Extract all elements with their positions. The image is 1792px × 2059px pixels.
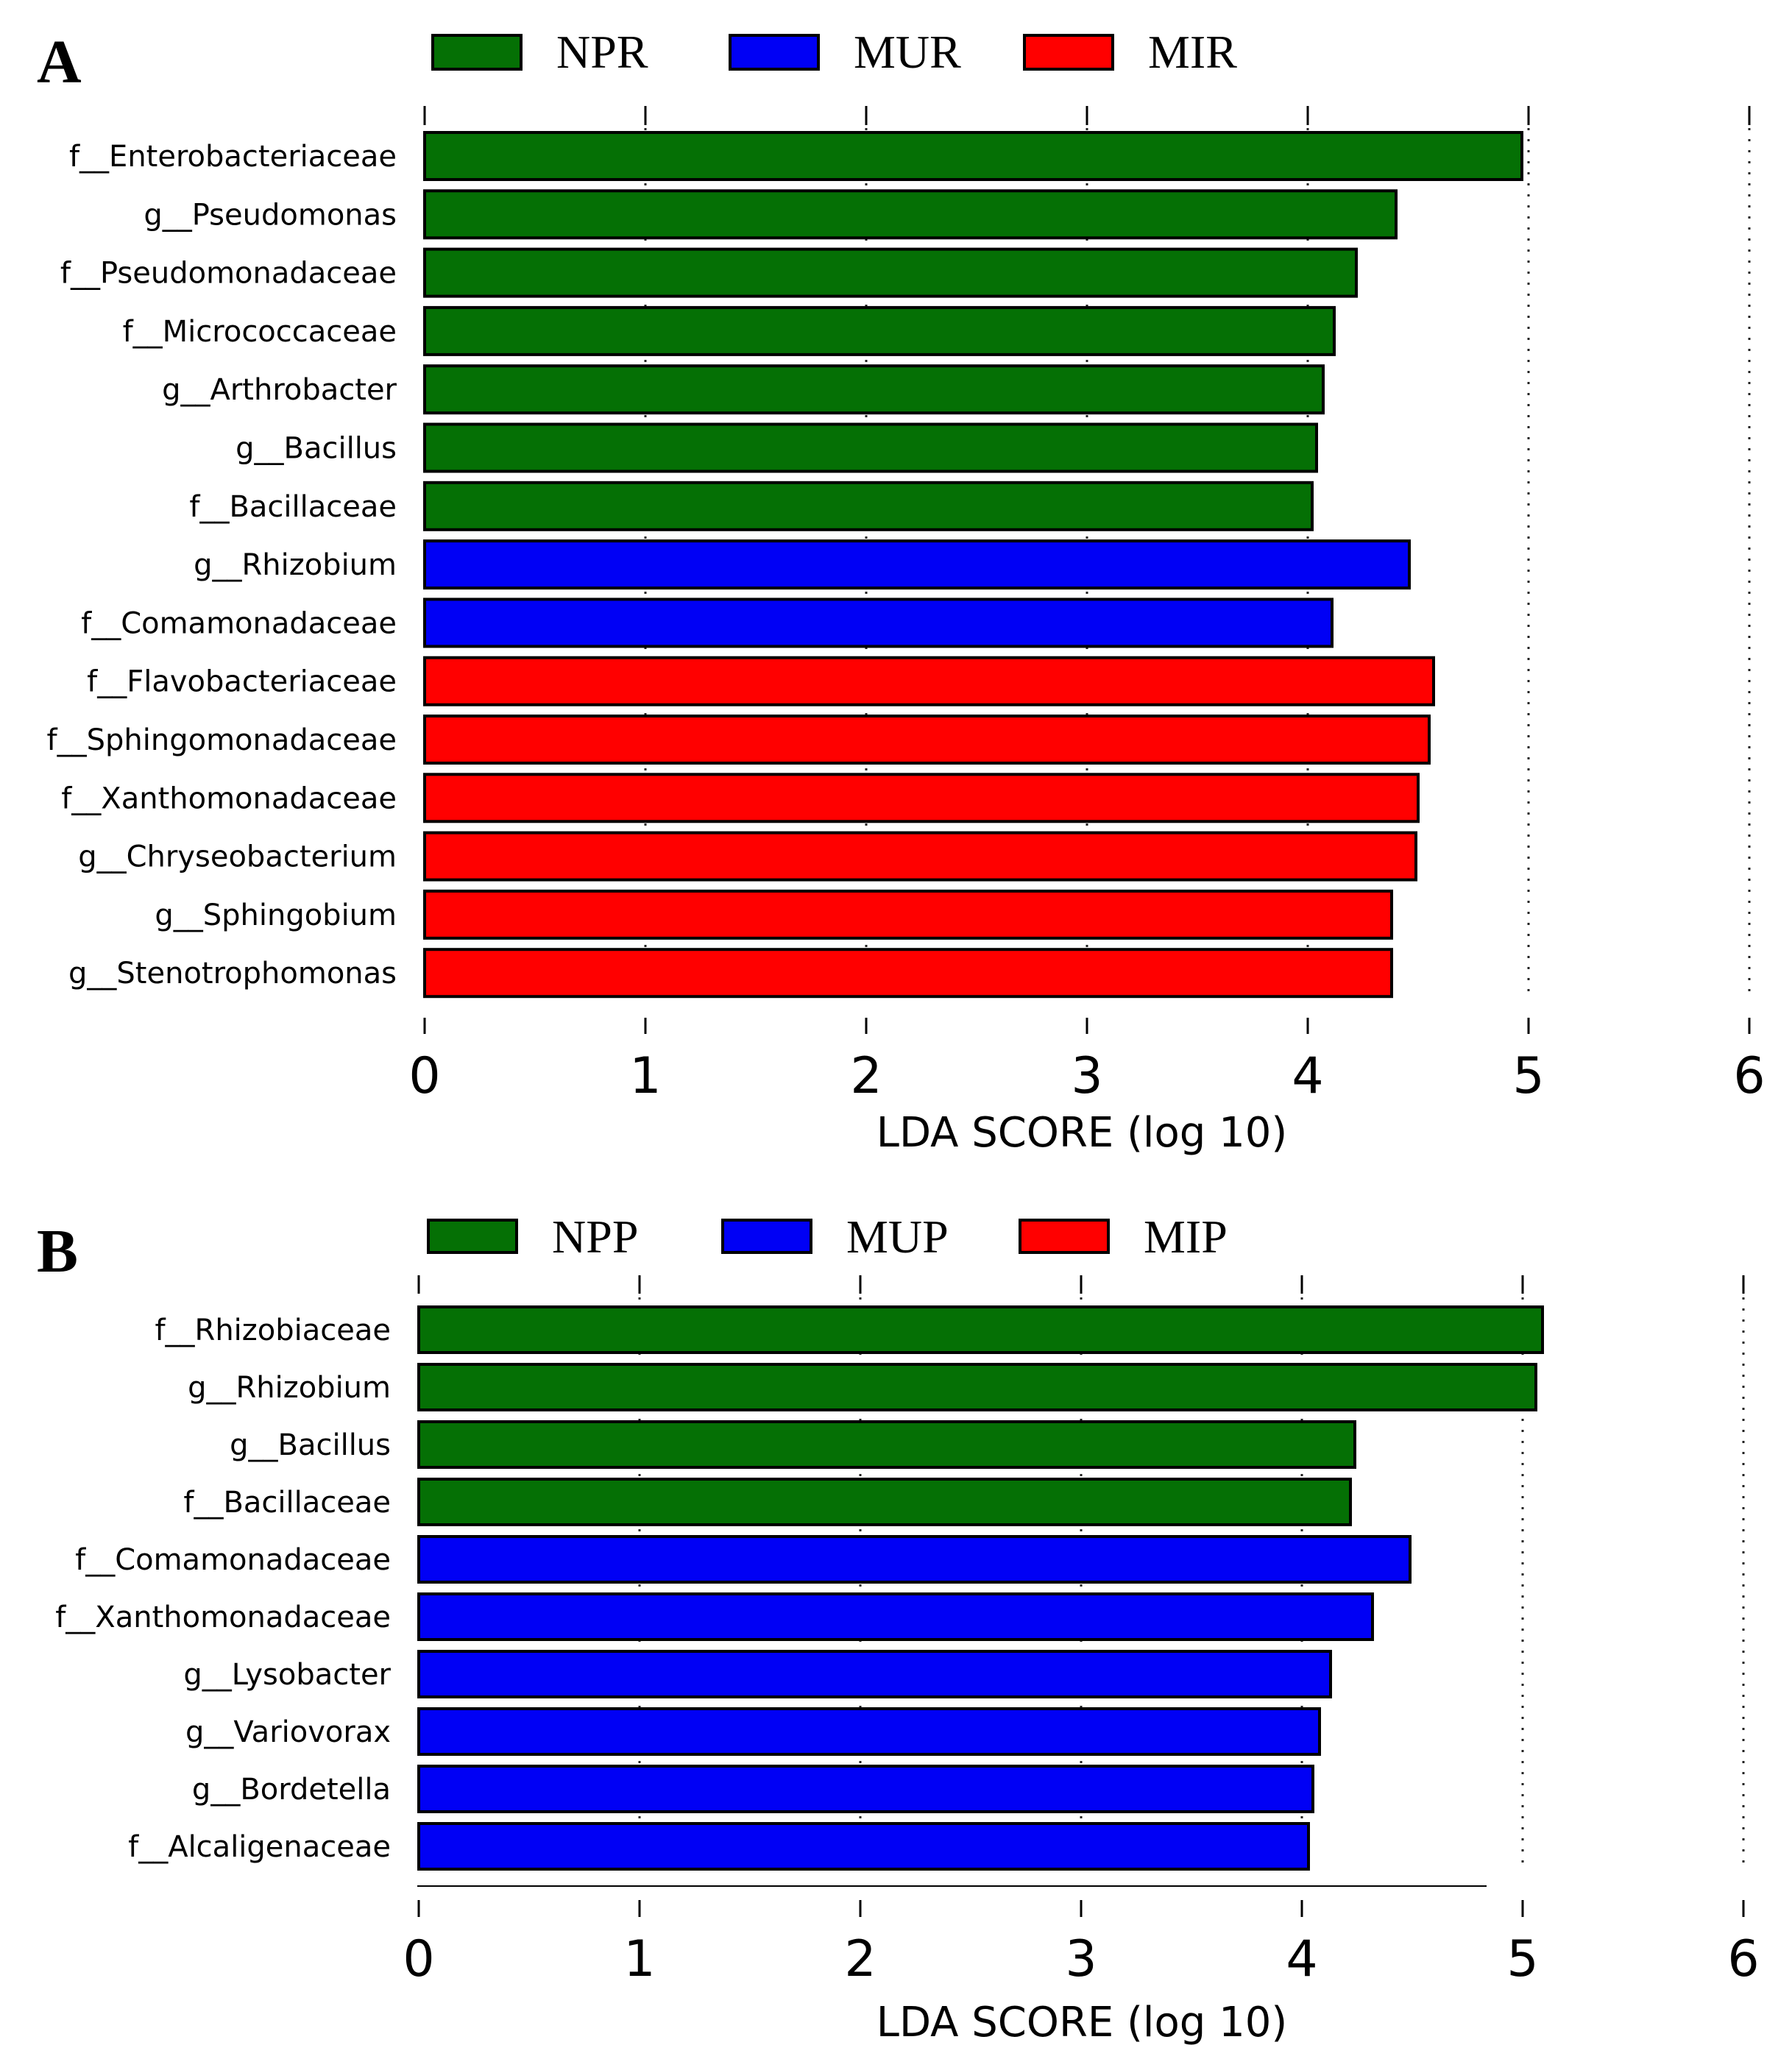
category-label-f-enterobacteriaceae: f__Enterobacteriaceae (69, 140, 397, 174)
category-label-g-sphingobium: g__Sphingobium (155, 899, 397, 932)
x-tick-label-0: 0 (408, 1047, 440, 1105)
x-tick-label-1: 1 (629, 1047, 661, 1105)
category-label-f-comamonadaceae: f__Comamonadaceae (75, 1543, 391, 1577)
legend-label-npp: NPP (552, 1211, 638, 1263)
x-tick-label-2: 2 (850, 1047, 882, 1105)
legend-swatch-mip (1019, 1219, 1110, 1254)
category-label-f-micrococcaceae: f__Micrococcaceae (123, 315, 397, 349)
x-tick-label-1: 1 (623, 1930, 655, 1988)
category-label-g-stenotrophomonas: g__Stenotrophomonas (68, 957, 397, 990)
bar-f-sphingomonadaceae (423, 715, 1431, 765)
bar-f-comamonadaceae (423, 598, 1334, 648)
bar-g-bacillus (417, 1420, 1356, 1469)
legend-label-mup: MUP (846, 1211, 949, 1263)
panel-a-letter: A (37, 28, 82, 96)
x-tick-label-3: 3 (1071, 1047, 1102, 1105)
bar-g-rhizobium (423, 539, 1411, 590)
category-label-f-comamonadaceae: f__Comamonadaceae (81, 606, 397, 640)
x-tick-label-6: 6 (1733, 1047, 1765, 1105)
bar-f-bacillaceae (423, 481, 1314, 531)
panel-b: B NPP MUP MIP f__Rhizobiaceae g__Rhizobiumg… (37, 1211, 1760, 2046)
panel-a-bars (423, 131, 1523, 999)
bar-g-stenotrophomonas (423, 948, 1393, 999)
category-label-f-sphingomonadaceae: f__Sphingomonadaceae (47, 723, 397, 757)
legend-swatch-mur (729, 34, 820, 71)
category-label-f-bacillaceae: f__Bacillaceae (183, 1486, 391, 1520)
bar-g-rhizobium (417, 1363, 1537, 1411)
panel-a-x-axis: 0 1 2 3 4 5 6 (408, 106, 1766, 1105)
category-label-g-lysobacter: g__Lysobacter (183, 1658, 391, 1692)
panel-b-legend: NPP MUP MIP (427, 1211, 1228, 1263)
bar-f-bacillaceae (417, 1478, 1352, 1526)
panel-b-letter: B (37, 1217, 78, 1286)
x-tick-label-3: 3 (1065, 1930, 1097, 1988)
category-label-g-bacillus: g__Bacillus (230, 1428, 391, 1462)
category-label-g-bacillus: g__Bacillus (235, 432, 397, 466)
x-tick-label-5: 5 (1512, 1047, 1544, 1105)
category-label-g-bordetella: g__Bordetella (192, 1773, 391, 1807)
panel-a-category-labels: f__Enterobacteriaceae g__Pseudomonas f__Ps… (47, 140, 397, 990)
bar-g-arthrobacter (423, 364, 1325, 415)
category-label-g-rhizobium: g__Rhizobium (188, 1371, 391, 1405)
bar-f-flavobacteriaceae (423, 656, 1435, 706)
category-label-f-bacillaceae: f__Bacillaceae (189, 490, 397, 524)
bar-f-alcaligenaceae (417, 1822, 1310, 1871)
panel-b-category-labels: f__Rhizobiaceae g__Rhizobium g__Bacillus f_… (55, 1314, 391, 1864)
bar-f-micrococcaceae (423, 305, 1336, 356)
bar-g-sphingobium (423, 889, 1393, 940)
bar-g-chryseobacterium (423, 831, 1417, 882)
panel-b-x-axis-title: LDA SCORE (log 10) (876, 1999, 1287, 2046)
category-label-g-pseudomonas: g__Pseudomonas (144, 198, 397, 232)
category-label-f-flavobacteriaceae: f__Flavobacteriaceae (87, 665, 397, 699)
x-tick-label-6: 6 (1727, 1930, 1759, 1988)
category-label-f-alcaligenaceae: f__Alcaligenaceae (128, 1830, 391, 1864)
legend-swatch-npr (431, 34, 523, 71)
panel-a-x-axis-title: LDA SCORE (log 10) (876, 1109, 1287, 1157)
bar-f-rhizobiaceae (417, 1305, 1544, 1354)
category-label-f-pseudomonadaceae: f__Pseudomonadaceae (60, 257, 397, 291)
bar-g-bacillus (423, 422, 1318, 473)
category-label-f-xanthomonadaceae: f__Xanthomonadaceae (55, 1601, 391, 1634)
legend-swatch-npp (427, 1219, 518, 1254)
bar-g-variovorax (417, 1707, 1321, 1756)
category-label-f-rhizobiaceae: f__Rhizobiaceae (155, 1314, 391, 1347)
panel-b-bars (417, 1305, 1544, 1871)
legend-label-mip: MIP (1144, 1211, 1228, 1263)
bar-f-enterobacteriaceae (423, 131, 1523, 181)
bar-f-xanthomonadaceae (423, 773, 1420, 823)
category-label-g-rhizobium: g__Rhizobium (194, 548, 397, 582)
category-label-g-variovorax: g__Variovorax (185, 1715, 391, 1749)
x-tick-label-0: 0 (403, 1930, 434, 1988)
panel-a: A NPR MUR MIR f__Enterobacteriaceae g__Pseu… (37, 26, 1766, 1157)
panel-a-legend: NPR MUR MIR (431, 26, 1237, 78)
x-tick-label-2: 2 (844, 1930, 876, 1988)
bar-f-xanthomonadaceae (417, 1592, 1374, 1641)
category-label-f-xanthomonadaceae: f__Xanthomonadaceae (61, 782, 397, 815)
legend-label-mur: MUR (854, 26, 961, 78)
category-label-g-chryseobacterium: g__Chryseobacterium (78, 840, 397, 874)
bar-g-pseudomonas (423, 189, 1398, 240)
category-label-g-arthrobacter: g__Arthrobacter (162, 373, 397, 407)
legend-swatch-mir (1023, 34, 1114, 71)
bar-g-lysobacter (417, 1650, 1332, 1698)
legend-label-mir: MIR (1148, 26, 1237, 78)
x-tick-label-4: 4 (1286, 1930, 1317, 1988)
panel-b-x-axis: 0 1 2 3 4 5 6 (403, 1275, 1760, 1988)
bar-g-bordetella (417, 1765, 1314, 1813)
legend-swatch-mup (721, 1219, 812, 1254)
bar-f-pseudomonadaceae (423, 247, 1358, 298)
x-tick-label-4: 4 (1292, 1047, 1323, 1105)
bar-f-comamonadaceae (417, 1535, 1412, 1584)
x-tick-label-5: 5 (1506, 1930, 1538, 1988)
legend-label-npr: NPR (556, 26, 648, 78)
